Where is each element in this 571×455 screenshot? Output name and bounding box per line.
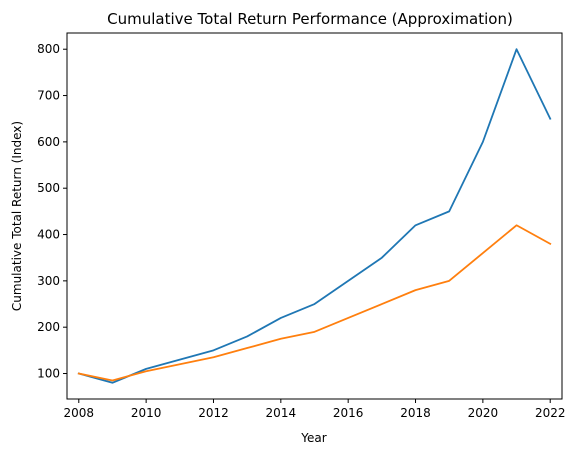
x-tick-label: 2018 [400,406,431,420]
y-axis-label: Cumulative Total Return (Index) [10,121,24,311]
y-tick-label: 200 [37,320,60,334]
x-axis-label: Year [300,431,326,445]
chart-title: Cumulative Total Return Performance (App… [107,10,513,28]
x-tick-label: 2014 [266,406,297,420]
x-tick-label: 2020 [468,406,499,420]
x-axis: 2008 2010 2012 2014 2016 2018 2020 2022 [64,399,566,420]
x-tick-label: 2016 [333,406,364,420]
plot-frame [66,32,563,400]
series-line-1 [77,48,552,384]
y-tick-label: 500 [37,181,60,195]
y-tick-label: 400 [37,228,60,242]
series-layer [77,48,552,384]
y-tick-label: 600 [37,135,60,149]
x-tick-label: 2010 [131,406,162,420]
x-tick-label: 2012 [198,406,229,420]
x-tick-label: 2022 [535,406,566,420]
y-axis: 100 200 300 400 500 600 700 800 [37,42,67,381]
y-tick-label: 700 [37,89,60,103]
x-tick-label: 2008 [64,406,95,420]
y-tick-label: 800 [37,42,60,56]
y-tick-label: 300 [37,274,60,288]
series-line-2 [77,224,552,382]
y-tick-label: 100 [37,367,60,381]
